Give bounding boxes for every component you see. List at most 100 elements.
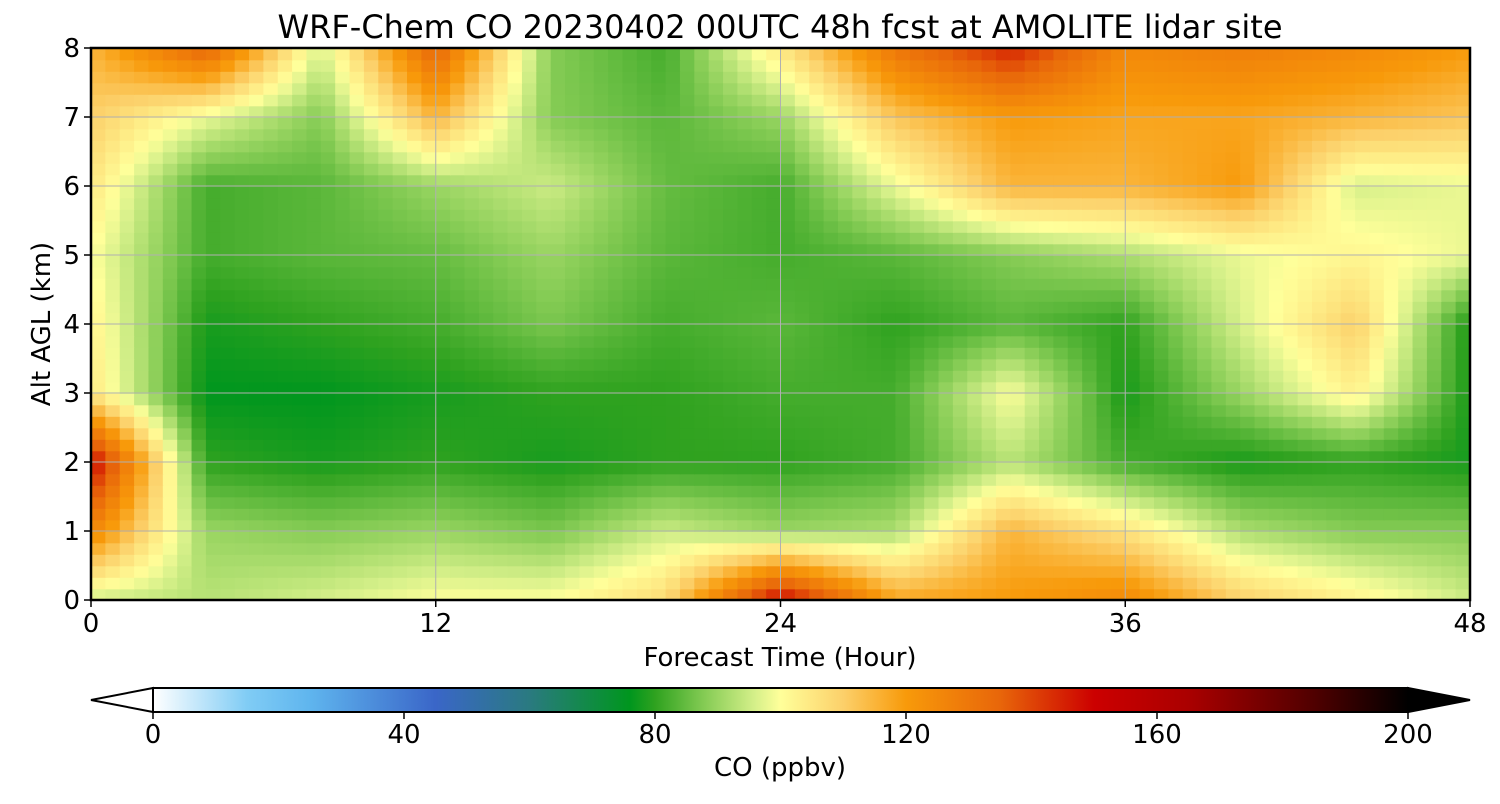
heatmap-cell xyxy=(1268,140,1285,153)
heatmap-cell xyxy=(565,358,581,371)
heatmap-cell xyxy=(1369,151,1385,164)
heatmap-cell xyxy=(435,140,451,153)
heatmap-cell xyxy=(1383,450,1399,463)
heatmap-cell xyxy=(1441,128,1457,141)
heatmap-cell xyxy=(909,324,925,337)
heatmap-cell xyxy=(1182,301,1198,314)
heatmap-cell xyxy=(1254,266,1270,279)
heatmap-cell xyxy=(521,324,538,337)
heatmap-cell xyxy=(694,450,710,463)
heatmap-cell xyxy=(1398,473,1414,486)
heatmap-cell xyxy=(119,174,135,187)
heatmap-cell xyxy=(363,565,380,578)
heatmap-cell xyxy=(608,140,624,153)
heatmap-cell xyxy=(694,243,710,256)
heatmap-cell xyxy=(378,117,394,130)
heatmap-cell xyxy=(277,232,293,245)
heatmap-cell xyxy=(809,588,825,600)
heatmap-cell xyxy=(1355,266,1371,279)
heatmap-cell xyxy=(1168,140,1184,153)
heatmap-cell xyxy=(1455,347,1470,360)
heatmap-cell xyxy=(981,370,997,383)
heatmap-cell xyxy=(565,393,581,406)
heatmap-cell xyxy=(1240,439,1256,452)
heatmap-cell xyxy=(536,220,552,233)
heatmap-cell xyxy=(881,243,897,256)
heatmap-cell xyxy=(91,542,107,555)
heatmap-cell xyxy=(952,209,969,222)
heatmap-cell xyxy=(550,255,566,268)
heatmap-cell xyxy=(881,94,897,107)
heatmap-cell xyxy=(924,151,940,164)
heatmap-cell xyxy=(1412,186,1428,199)
heatmap-cell xyxy=(1398,48,1414,61)
heatmap-cell xyxy=(751,209,767,222)
heatmap-cell xyxy=(550,163,566,176)
heatmap-cell xyxy=(938,243,954,256)
heatmap-cell xyxy=(162,588,178,600)
heatmap-cell xyxy=(1383,312,1399,325)
heatmap-cell xyxy=(1197,243,1213,256)
heatmap-cell xyxy=(995,255,1012,268)
heatmap-cell xyxy=(1153,519,1170,532)
heatmap-cell xyxy=(1211,358,1227,371)
heatmap-cell xyxy=(1398,531,1414,544)
heatmap-cell xyxy=(91,71,107,84)
heatmap-cell xyxy=(1240,197,1256,210)
heatmap-cell xyxy=(1039,393,1055,406)
heatmap-cell xyxy=(1254,370,1270,383)
heatmap-cell xyxy=(464,163,480,176)
heatmap-cell xyxy=(751,324,767,337)
heatmap-cell xyxy=(1182,542,1198,555)
heatmap-cell xyxy=(780,554,796,567)
heatmap-cell xyxy=(306,278,322,291)
heatmap-cell xyxy=(1355,473,1371,486)
heatmap-cell xyxy=(536,496,552,509)
x-tick-label: 12 xyxy=(419,609,452,639)
heatmap-cell xyxy=(1039,174,1055,187)
heatmap-cell xyxy=(1268,105,1285,118)
heatmap-cell xyxy=(1024,82,1040,95)
heatmap-cell xyxy=(1369,71,1385,84)
heatmap-cell xyxy=(205,588,222,600)
heatmap-cell xyxy=(119,473,135,486)
heatmap-cell xyxy=(593,496,609,509)
x-tick-label: 48 xyxy=(1453,609,1486,639)
heatmap-cell xyxy=(306,519,322,532)
heatmap-cell xyxy=(737,370,753,383)
heatmap-cell xyxy=(536,82,552,95)
heatmap-cell xyxy=(435,174,451,187)
heatmap-cell xyxy=(565,335,581,348)
heatmap-cell xyxy=(794,105,811,118)
heatmap-cell xyxy=(895,393,911,406)
heatmap-cell xyxy=(1082,186,1098,199)
heatmap-cell xyxy=(1297,531,1313,544)
heatmap-cell xyxy=(478,462,494,475)
heatmap-cell xyxy=(1297,416,1313,429)
heatmap-cell xyxy=(1067,427,1083,440)
heatmap-cell xyxy=(134,197,150,210)
heatmap-cell xyxy=(924,542,940,555)
heatmap-cell xyxy=(134,542,150,555)
heatmap-cell xyxy=(1297,174,1313,187)
heatmap-cell xyxy=(909,542,925,555)
heatmap-cell xyxy=(1369,358,1385,371)
heatmap-cell xyxy=(651,347,667,360)
heatmap-cell xyxy=(119,427,135,440)
heatmap-cell xyxy=(1053,243,1069,256)
heatmap-cell xyxy=(1024,117,1040,130)
heatmap-cell xyxy=(1010,71,1026,84)
heatmap-cell xyxy=(1340,232,1356,245)
heatmap-cell xyxy=(1326,266,1342,279)
heatmap-cell xyxy=(694,335,710,348)
heatmap-cell xyxy=(766,128,782,141)
heatmap-cell xyxy=(134,140,150,153)
heatmap-cell xyxy=(1197,462,1213,475)
heatmap-cell xyxy=(1110,151,1127,164)
heatmap-cell xyxy=(1139,255,1155,268)
heatmap-cell xyxy=(924,232,940,245)
heatmap-cell xyxy=(1039,427,1055,440)
heatmap-cell xyxy=(866,266,882,279)
heatmap-cell xyxy=(881,186,897,199)
heatmap-cell xyxy=(134,519,150,532)
